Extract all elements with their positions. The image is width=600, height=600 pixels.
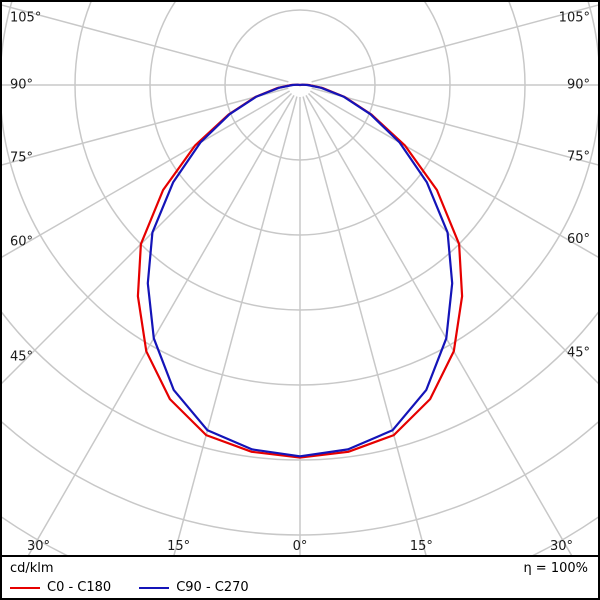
legend-line-swatch [10, 587, 40, 589]
legend-entry-label: C0 - C180 [47, 580, 112, 595]
angle-label: 30° [27, 539, 50, 554]
angle-label: 15° [410, 539, 433, 554]
legend-left: cd/klm C0 - C180 C90 - C270 [10, 561, 249, 596]
legend-entries: C0 - C180 C90 - C270 [10, 580, 249, 596]
angle-label: 90° [10, 78, 33, 93]
polar-chart-svg: 0° 15° 15° 30° 30° 45° 45° 60° 60° 75° 75° 90° 90° 10… [2, 2, 598, 555]
legend-line-swatch [139, 587, 170, 589]
legend-entry: C0 - C180 [10, 580, 111, 596]
unit-label: cd/klm [10, 561, 54, 576]
angle-label: 105° [559, 11, 590, 26]
angle-label: 0° [293, 539, 308, 554]
legend: cd/klm C0 - C180 C90 - C270 η = 100% [2, 557, 598, 598]
angle-label: 30° [550, 539, 573, 554]
legend-entry-label: C90 - C270 [176, 580, 249, 595]
angle-label: 75° [10, 150, 33, 165]
polar-plot: 0° 15° 15° 30° 30° 45° 45° 60° 60° 75° 75° 90° 90° 10… [2, 2, 598, 557]
polar-grid [2, 2, 598, 555]
legend-entry: C90 - C270 [139, 580, 249, 596]
angle-label: 45° [10, 350, 33, 365]
angle-label: 75° [567, 149, 590, 164]
angle-label: 60° [10, 235, 33, 250]
angle-label: 15° [167, 539, 190, 554]
curve-c90-c270 [146, 83, 454, 458]
angle-label: 105° [10, 11, 41, 26]
angle-label: 90° [567, 78, 590, 93]
angle-label: 60° [567, 232, 590, 247]
angle-label: 45° [567, 346, 590, 361]
efficiency-label: η = 100% [523, 561, 588, 576]
